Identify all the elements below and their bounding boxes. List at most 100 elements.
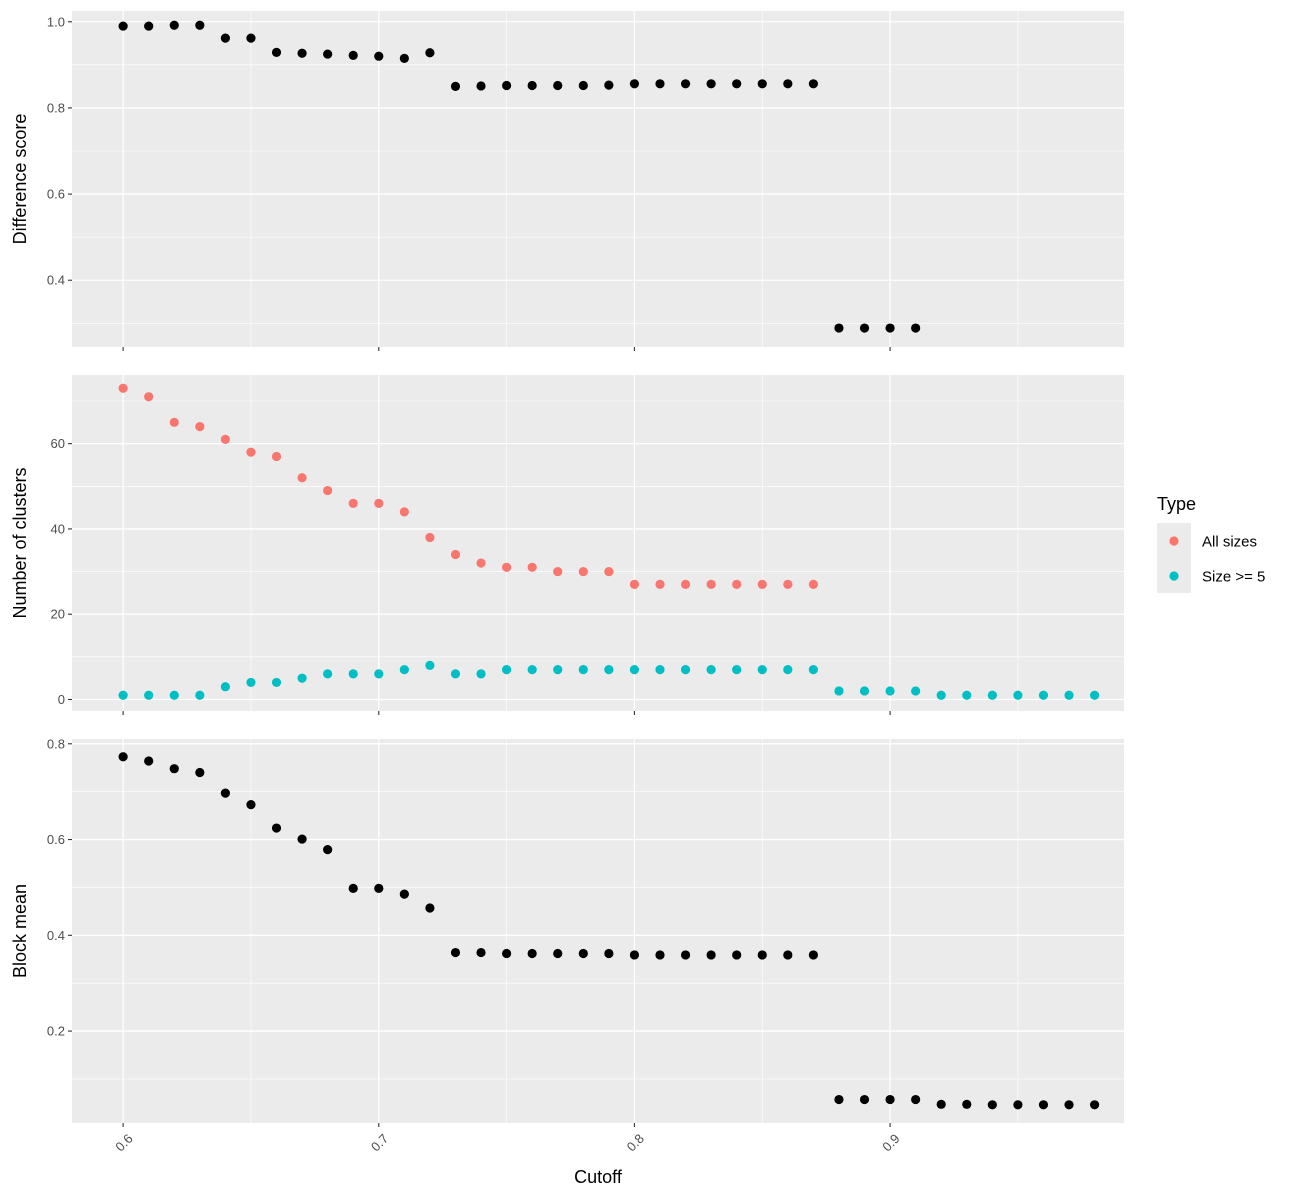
data-point — [885, 1094, 895, 1105]
data-point — [399, 507, 409, 517]
data-point — [527, 80, 537, 91]
data-point — [859, 323, 870, 333]
data-point — [118, 21, 128, 31]
data-point — [553, 665, 563, 675]
data-point — [374, 669, 384, 679]
data-point — [680, 665, 691, 675]
data-point — [476, 947, 486, 958]
series-all-sizes — [118, 383, 818, 589]
data-point — [987, 1100, 997, 1110]
y-axis-title: Block mean — [10, 884, 30, 978]
data-point — [527, 562, 537, 572]
data-point — [169, 417, 179, 427]
data-point — [732, 79, 742, 89]
data-point — [655, 79, 665, 89]
data-point — [425, 660, 435, 670]
y-tick-label: 0.8 — [47, 100, 65, 115]
data-point — [578, 566, 588, 577]
data-point — [323, 845, 333, 855]
data-point — [502, 665, 512, 675]
data-point — [757, 579, 767, 589]
panel-2: 0 20 40 60 Number of clusters — [10, 375, 1124, 715]
data-point — [655, 579, 665, 589]
data-point — [655, 950, 665, 960]
data-point — [348, 883, 358, 893]
legend-key-background — [1157, 523, 1191, 593]
data-point — [425, 48, 435, 58]
data-point — [1090, 1100, 1100, 1110]
data-point — [502, 948, 512, 959]
data-point — [885, 686, 895, 696]
y-tick-label: 0.4 — [47, 928, 65, 943]
x-tick-label: 0.7 — [368, 1131, 391, 1154]
data-point — [859, 686, 870, 696]
data-point — [1090, 690, 1100, 700]
data-point — [374, 51, 384, 61]
data-point — [348, 498, 358, 508]
data-point — [169, 764, 179, 774]
data-point — [808, 950, 818, 960]
data-point — [783, 665, 793, 675]
data-point — [859, 1094, 870, 1105]
data-point — [962, 690, 972, 700]
legend-entries: All sizes Size >= 5 — [1169, 534, 1265, 586]
data-point — [118, 752, 128, 762]
series-1 — [118, 752, 1100, 1110]
panel-background — [72, 11, 1124, 347]
data-point — [476, 558, 486, 568]
data-point — [732, 950, 742, 960]
y-tick-label: 0.6 — [47, 187, 65, 202]
legend-key-2 — [1169, 571, 1179, 581]
data-point — [1013, 1100, 1023, 1110]
data-point — [271, 47, 282, 57]
panel-1: 0.4 0.6 0.8 1.0 Difference score — [10, 11, 1124, 351]
data-point — [348, 50, 358, 60]
data-point — [476, 81, 486, 91]
data-point — [502, 562, 512, 572]
data-point — [936, 690, 946, 700]
data-point — [246, 33, 256, 43]
data-point — [246, 677, 256, 688]
data-point — [220, 682, 230, 692]
data-point — [629, 79, 640, 89]
x-axis-title: Cutoff — [574, 1167, 623, 1187]
data-point — [527, 948, 537, 959]
data-point — [527, 665, 537, 675]
data-point — [553, 80, 563, 91]
data-point — [1013, 690, 1023, 700]
data-point — [450, 947, 461, 958]
legend-label-2: Size >= 5 — [1202, 569, 1265, 586]
data-point — [144, 21, 154, 31]
panel-background — [72, 739, 1124, 1123]
x-tick-label: 0.6 — [112, 1131, 135, 1154]
data-point — [680, 950, 691, 960]
data-point — [169, 690, 179, 700]
data-point — [680, 579, 691, 589]
data-point — [323, 669, 333, 679]
data-point — [425, 532, 435, 543]
x-tick-label: 0.8 — [624, 1131, 647, 1154]
legend: Type All sizes Size >= 5 — [1157, 494, 1265, 593]
data-point — [757, 950, 767, 960]
data-point — [450, 549, 461, 560]
data-point — [1064, 1100, 1074, 1110]
y-tick-label: 20 — [51, 607, 65, 622]
data-point — [220, 788, 230, 798]
data-point — [399, 665, 409, 675]
data-point — [195, 20, 205, 30]
y-tick-label: 40 — [51, 521, 65, 536]
data-point — [271, 451, 282, 462]
data-point — [936, 1099, 946, 1109]
data-point — [553, 566, 563, 577]
data-point — [911, 1094, 921, 1105]
series-1 — [118, 20, 921, 333]
legend-key-1 — [1169, 536, 1179, 546]
data-point — [783, 950, 793, 960]
data-point — [1038, 690, 1049, 700]
data-point — [604, 948, 614, 959]
data-point — [629, 665, 640, 675]
data-point — [118, 690, 128, 700]
data-point — [1038, 1100, 1049, 1110]
data-point — [553, 948, 563, 959]
chart-panels: 0.4 0.6 0.8 1.0 Difference score 0 20 40 60 Numbe… — [10, 11, 1124, 1154]
